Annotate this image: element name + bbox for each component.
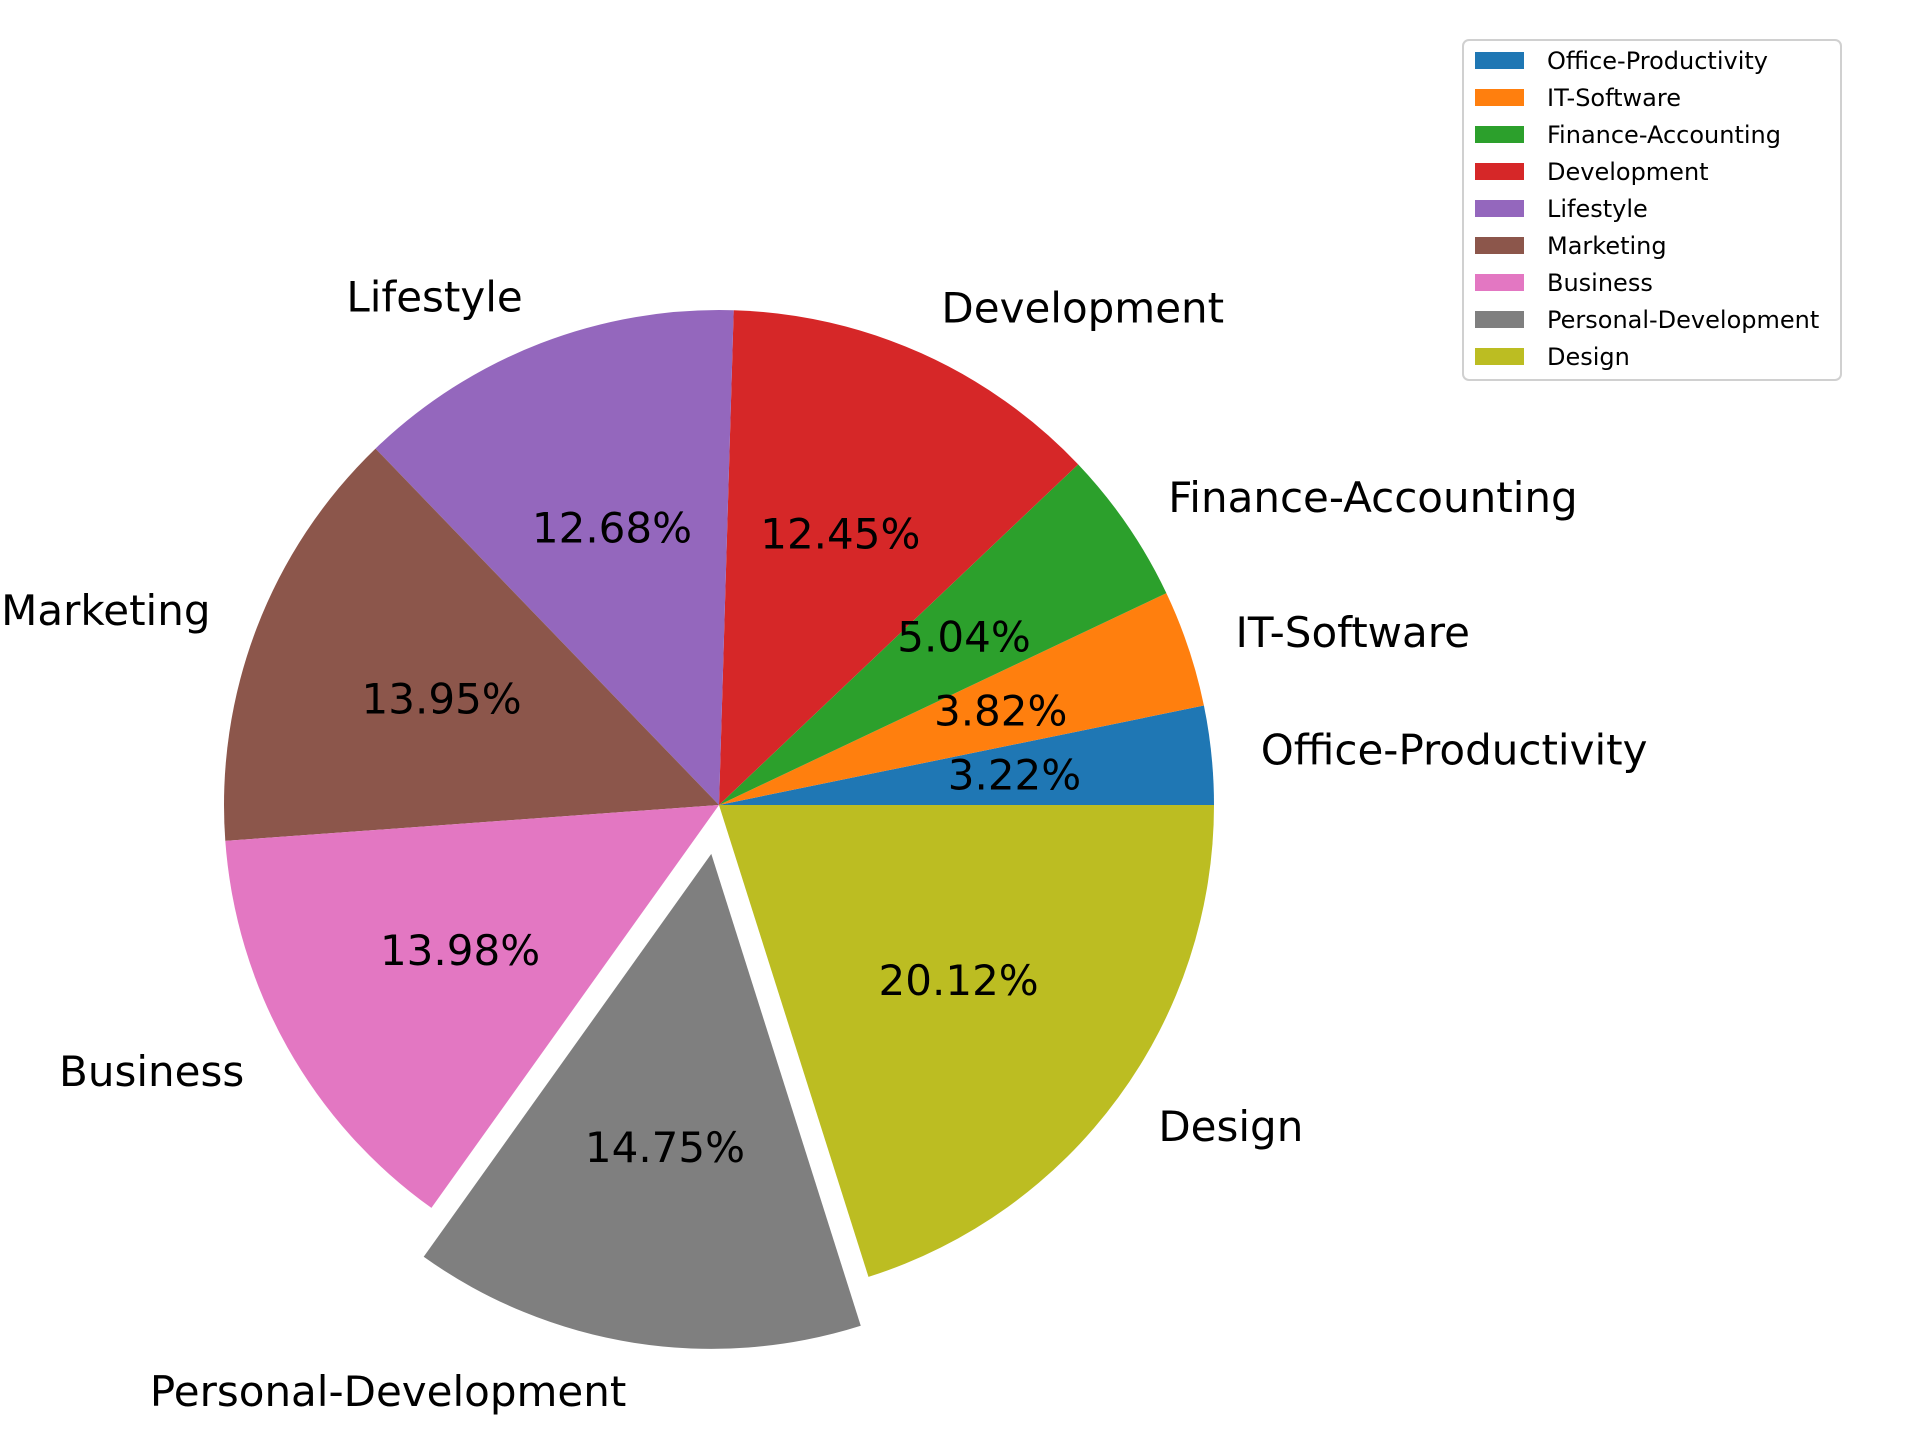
legend-swatch-finance-accounting	[1475, 126, 1524, 143]
pct-label-development: 12.45%	[760, 509, 920, 558]
legend-swatch-development	[1475, 163, 1524, 180]
legend-label-personal-development: Personal-Development	[1547, 306, 1819, 334]
pie-slices	[224, 310, 1214, 1349]
slice-marketing	[224, 448, 720, 841]
slice-personal-development	[423, 853, 861, 1349]
legend-swatch-personal-development	[1475, 311, 1524, 328]
slice-finance-accounting	[719, 464, 1167, 805]
legend-label-finance-accounting: Finance-Accounting	[1547, 121, 1781, 149]
percent-labels: 3.22% 3.82% 5.04% 12.45% 12.68% 13.95% 13.98% 1…	[362, 503, 1082, 1171]
legend-label-marketing: Marketing	[1547, 232, 1667, 260]
legend-swatch-office-productivity	[1475, 52, 1524, 69]
pct-label-business: 13.98%	[380, 926, 540, 975]
pct-label-it-software: 3.82%	[934, 686, 1067, 735]
legend: Office-Productivity IT-Software Finance-Ac…	[1462, 39, 1842, 381]
legend-swatch-business	[1475, 274, 1524, 291]
legend-frame	[1462, 39, 1842, 381]
pct-label-personal-development: 14.75%	[585, 1123, 745, 1172]
slice-label-finance-accounting: Finance-Accounting	[1168, 473, 1577, 522]
slice-label-personal-development: Personal-Development	[150, 1367, 626, 1416]
pct-label-design: 20.12%	[879, 956, 1039, 1005]
pct-label-marketing: 13.95%	[362, 674, 522, 723]
slice-development	[719, 310, 1079, 805]
legend-swatch-lifestyle	[1475, 200, 1524, 217]
pct-label-finance-accounting: 5.04%	[897, 613, 1030, 662]
slice-label-development: Development	[941, 283, 1224, 332]
pct-label-lifestyle: 12.68%	[532, 503, 692, 552]
legend-label-it-software: IT-Software	[1547, 84, 1681, 112]
slice-it-software	[719, 593, 1204, 805]
slice-label-lifestyle: Lifestyle	[346, 273, 522, 322]
slice-label-business: Business	[59, 1047, 244, 1096]
legend-label-business: Business	[1547, 269, 1653, 297]
legend-label-office-productivity: Office-Productivity	[1547, 47, 1768, 75]
legend-swatch-it-software	[1475, 89, 1524, 106]
slice-lifestyle	[375, 310, 734, 805]
slice-label-design: Design	[1158, 1102, 1303, 1151]
slice-label-it-software: IT-Software	[1235, 608, 1470, 657]
legend-label-lifestyle: Lifestyle	[1547, 195, 1648, 223]
legend-label-design: Design	[1547, 343, 1630, 371]
legend-label-development: Development	[1547, 158, 1709, 186]
slice-labels: Office-Productivity IT-Software Finance-Ac…	[1, 273, 1647, 1417]
slice-design	[719, 805, 1214, 1277]
slice-business	[225, 805, 720, 1208]
pct-label-office-productivity: 3.22%	[948, 751, 1081, 800]
legend-swatch-design	[1475, 348, 1524, 365]
slice-label-office-productivity: Office-Productivity	[1261, 726, 1648, 775]
slice-label-marketing: Marketing	[1, 586, 210, 635]
slice-office-productivity	[719, 705, 1214, 805]
legend-swatch-marketing	[1475, 237, 1524, 254]
